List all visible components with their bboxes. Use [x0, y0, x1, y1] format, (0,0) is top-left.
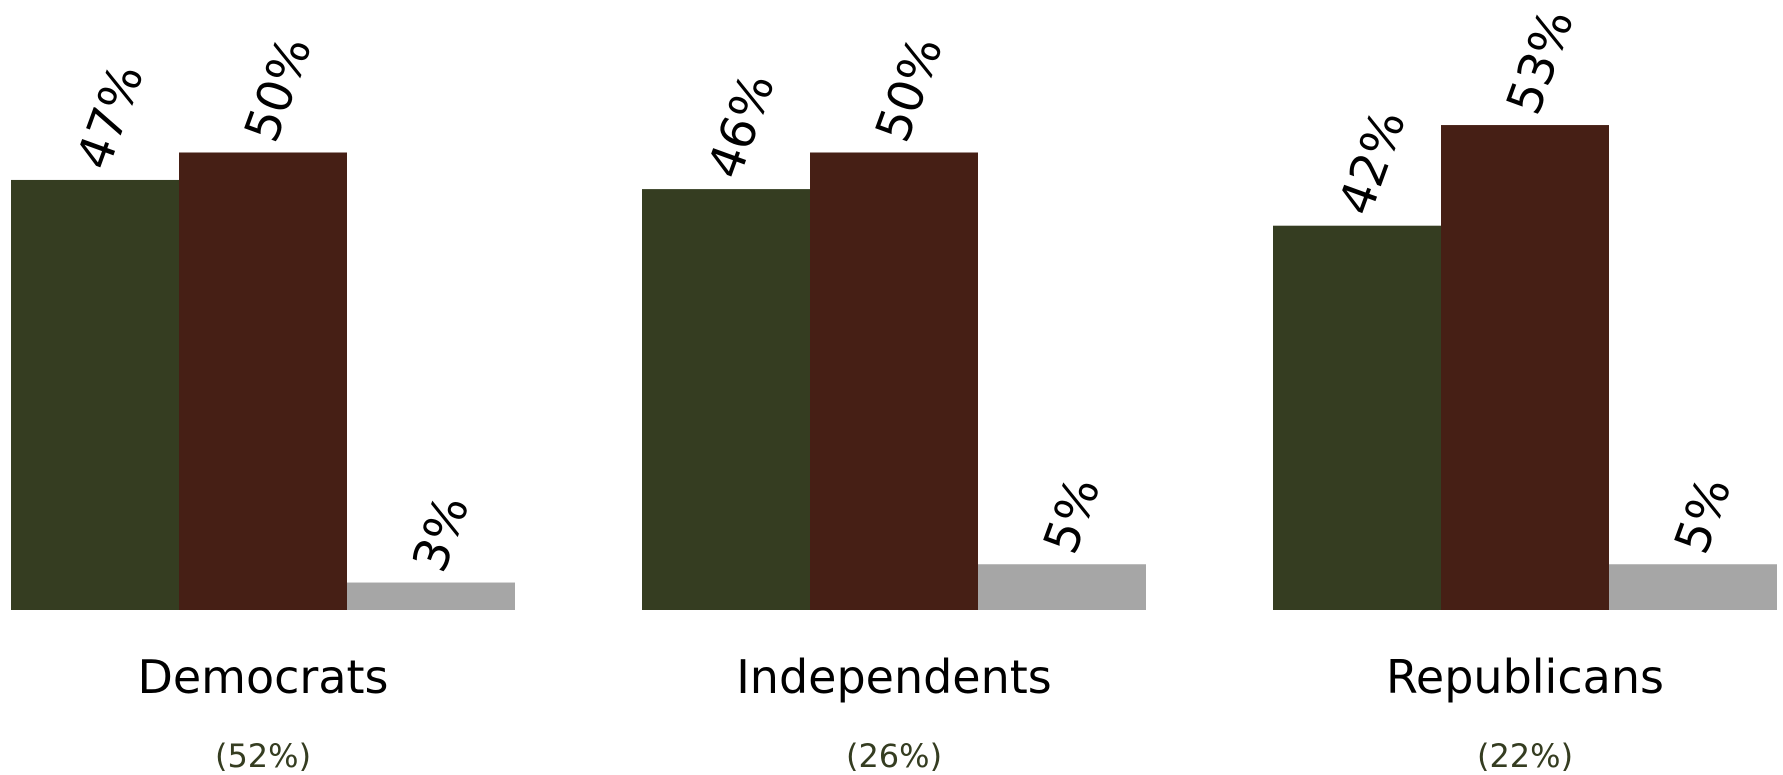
data-label: 5%	[1664, 470, 1743, 561]
bar-independents-series-2	[810, 152, 978, 610]
bar-republicans-series-2	[1441, 125, 1609, 611]
bar-republicans-series-1	[1273, 225, 1441, 610]
bar-independents-series-1	[642, 189, 810, 610]
data-label: 42%	[1328, 103, 1417, 222]
bar-group-independents: 46% 50% 5% Independents (26%)	[642, 30, 1146, 775]
bar-democrats-series-1	[11, 179, 179, 610]
category-share-label: (26%)	[846, 737, 942, 775]
bar-group-republicans: 42% 53% 5% Republicans (22%)	[1273, 2, 1777, 775]
category-label: Republicans	[1386, 650, 1664, 704]
data-label: 47%	[66, 57, 155, 176]
category-label: Independents	[736, 650, 1052, 704]
plot-area: 47% 50% 3% Democrats (52%) 46% 50% 5% Independen…	[11, 2, 1777, 775]
data-label: 46%	[697, 66, 786, 185]
data-label: 50%	[865, 30, 954, 149]
category-share-label: (22%)	[1477, 737, 1573, 775]
data-label: 50%	[234, 30, 323, 149]
data-label: 5%	[1033, 470, 1112, 561]
category-share-label: (52%)	[215, 737, 311, 775]
bar-independents-series-3	[978, 564, 1146, 610]
category-label: Democrats	[137, 650, 388, 704]
bar-group-democrats: 47% 50% 3% Democrats (52%)	[11, 30, 515, 775]
bar-republicans-series-3	[1609, 564, 1777, 610]
bar-democrats-series-3	[347, 582, 515, 610]
data-label: 53%	[1496, 2, 1585, 121]
data-label: 3%	[402, 488, 481, 579]
bar-democrats-series-2	[179, 152, 347, 610]
